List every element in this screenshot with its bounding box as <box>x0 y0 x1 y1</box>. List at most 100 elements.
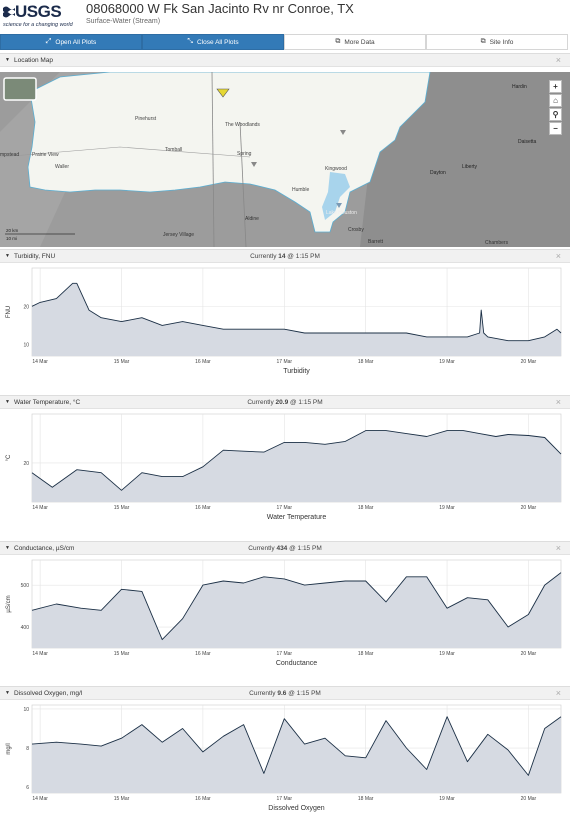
x-tick-label: 19 Mar <box>439 505 455 511</box>
current-value: 434 <box>276 545 288 552</box>
map-label-humble: Humble <box>292 187 310 193</box>
plus-icon: + <box>553 82 558 91</box>
map-label-spring: Spring <box>237 151 252 157</box>
x-tick-label: 19 Mar <box>439 651 455 657</box>
map-label-hardin: Hardin <box>512 84 527 90</box>
map-scale-mi: 10 mi <box>6 236 18 241</box>
map-panel-header[interactable]: ▼ Location Map × <box>0 53 570 67</box>
open-all-plots-button[interactable]: ⤢ Open All Plots <box>0 34 142 50</box>
caret-down-icon: ▼ <box>5 690 10 696</box>
map-canvas <box>0 72 570 247</box>
y-tick-label: 10 <box>23 343 29 349</box>
y-tick-label: 400 <box>21 625 30 631</box>
current-prefix: Currently <box>247 399 276 406</box>
dissolved-oxygen-panel-header[interactable]: ▼ Dissolved Oxygen, mg/l Currently 9.6 @ 1… <box>0 686 570 700</box>
series-area <box>32 572 561 648</box>
turbidity-panel-header[interactable]: ▼ Turbidity, FNU Currently 14 @ 1:15 PM × <box>0 249 570 263</box>
logo-text: USGS <box>15 2 62 21</box>
series-area <box>32 430 561 502</box>
map-label-liberty: Liberty <box>462 164 478 170</box>
dissolved-oxygen-chart[interactable]: 14 Mar 15 Mar 16 Mar 17 Mar 18 Mar 19 Mar 20 M… <box>0 703 570 833</box>
site-info-button[interactable]: ⧉ Site Info <box>426 34 568 50</box>
close-all-plots-button[interactable]: ⤡ Close All Plots <box>142 34 284 50</box>
series-area <box>32 283 561 356</box>
current-prefix: Currently <box>249 690 278 697</box>
minus-icon: − <box>553 124 558 133</box>
x-tick-label: 17 Mar <box>277 651 293 657</box>
y-axis-label: µS/cm <box>6 595 12 612</box>
current-value: 14 <box>278 253 286 260</box>
current-time: @ 1:15 PM <box>286 690 321 697</box>
y-tick-label: 10 <box>23 707 29 713</box>
x-tick-label: 15 Mar <box>114 359 130 365</box>
zoom-in-button[interactable]: + <box>549 80 562 93</box>
turbidity-chart[interactable]: 14 Mar 15 Mar 16 Mar 17 Mar 18 Mar 19 Mar 20 M… <box>0 266 570 396</box>
series-line <box>31 430 562 491</box>
site-subtitle: Surface-Water (Stream) <box>86 18 161 25</box>
map-label-hempstead: mpstead <box>0 152 20 158</box>
y-axis-label: FNU <box>6 306 12 318</box>
x-tick-label: 16 Mar <box>195 796 211 802</box>
close-icon[interactable]: × <box>555 251 561 261</box>
close-icon[interactable]: × <box>555 543 561 553</box>
turbidity-panel-title: Turbidity, FNU <box>14 253 56 260</box>
water-temperature-panel-header[interactable]: ▼ Water Temperature, °C Currently 20.9 @ 1… <box>0 395 570 409</box>
close-icon[interactable]: × <box>555 397 561 407</box>
map-label-dayton: Dayton <box>430 170 446 176</box>
y-tick-label: 6 <box>26 785 29 791</box>
x-tick-label: 17 Mar <box>277 359 293 365</box>
map-panel-title: Location Map <box>14 57 54 64</box>
map-label-woodlands: The Woodlands <box>225 122 260 128</box>
expand-icon: ⤢ <box>45 38 52 45</box>
current-value: 9.6 <box>277 690 287 697</box>
y-axis-label: °C <box>6 454 12 461</box>
site-header: USGS science for a changing world 080680… <box>0 0 570 34</box>
conductance-panel-header[interactable]: ▼ Conductance, µS/cm Currently 434 @ 1:15 … <box>0 541 570 555</box>
x-tick-label: 15 Mar <box>114 505 130 511</box>
y-tick-label: 8 <box>26 746 29 752</box>
current-time: @ 1:15 PM <box>285 253 320 260</box>
map-label-pinehurst: Pinehurst <box>135 116 157 122</box>
usgs-logo[interactable]: USGS science for a changing world <box>3 2 81 32</box>
x-tick-label: 18 Mar <box>358 359 374 365</box>
external-link-icon: ⧉ <box>335 38 341 45</box>
caret-down-icon: ▼ <box>5 253 10 259</box>
location-map[interactable]: Pinehurst The Woodlands Tomball Spring P… <box>0 72 570 247</box>
turbidity-current-reading: Currently 14 @ 1:15 PM <box>0 253 570 260</box>
current-prefix: Currently <box>248 545 277 552</box>
map-label-barrett: Barrett <box>368 239 384 245</box>
x-tick-label: 16 Mar <box>195 505 211 511</box>
dissolved-oxygen-panel-title: Dissolved Oxygen, mg/l <box>14 690 83 697</box>
locate-button[interactable]: ⚲ <box>549 108 562 121</box>
current-time: @ 1:15 PM <box>288 399 323 406</box>
home-icon: ⌂ <box>553 96 558 105</box>
close-icon[interactable]: × <box>555 688 561 698</box>
more-data-button[interactable]: ⧉ More Data <box>284 34 426 50</box>
map-label-jersey-village: Jersey Village <box>163 232 195 238</box>
x-tick-label: 15 Mar <box>114 796 130 802</box>
location-pin-icon: ⚲ <box>552 110 559 119</box>
map-label-waller: Waller <box>55 164 69 170</box>
x-tick-label: 20 Mar <box>521 651 537 657</box>
x-tick-label: 20 Mar <box>521 796 537 802</box>
x-tick-label: 19 Mar <box>439 359 455 365</box>
close-icon[interactable]: × <box>555 55 561 65</box>
site-info-label: Site Info <box>489 38 514 46</box>
x-tick-label: 14 Mar <box>32 359 48 365</box>
water-temperature-chart[interactable]: 14 Mar 15 Mar 16 Mar 17 Mar 18 Mar 19 Mar 20 M… <box>0 412 570 542</box>
map-label-prairie-view: Prairie View <box>32 152 59 158</box>
x-tick-label: 14 Mar <box>32 651 48 657</box>
x-tick-label: 14 Mar <box>32 796 48 802</box>
x-tick-label: 17 Mar <box>277 505 293 511</box>
series-line <box>31 282 562 342</box>
map-scale-km: 20 km <box>6 228 19 233</box>
map-label-aldine: Aldine <box>245 216 259 222</box>
series-line <box>31 716 562 776</box>
logo-tagline: science for a changing world <box>3 22 73 28</box>
zoom-out-button[interactable]: − <box>549 122 562 135</box>
conductance-chart[interactable]: 14 Mar 15 Mar 16 Mar 17 Mar 18 Mar 19 Mar 20 M… <box>0 558 570 688</box>
current-time: @ 1:15 PM <box>287 545 322 552</box>
home-button[interactable]: ⌂ <box>549 94 562 107</box>
toolbar: ⤢ Open All Plots ⤡ Close All Plots ⧉ More D… <box>0 34 570 50</box>
caret-down-icon: ▼ <box>5 545 10 551</box>
